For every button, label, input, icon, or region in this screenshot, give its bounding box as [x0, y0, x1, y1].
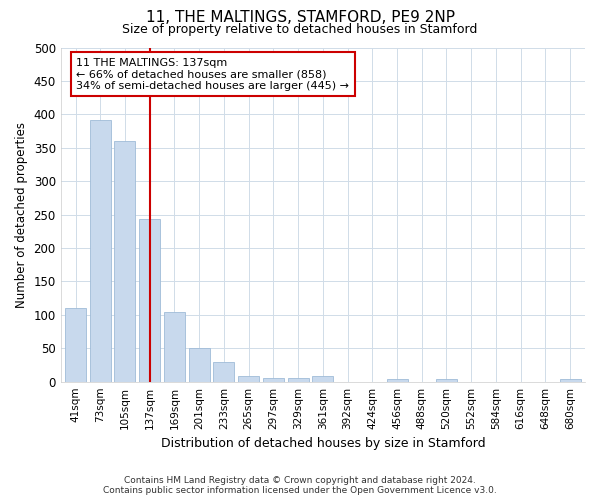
Bar	[65, 308, 86, 382]
Bar	[238, 376, 259, 382]
Bar	[115, 141, 136, 382]
Bar	[90, 120, 111, 382]
Bar	[164, 312, 185, 382]
Bar	[214, 362, 235, 382]
Y-axis label: Number of detached properties: Number of detached properties	[15, 122, 28, 308]
Bar	[263, 378, 284, 382]
Bar	[188, 348, 209, 382]
Bar	[560, 379, 581, 382]
Text: Contains HM Land Registry data © Crown copyright and database right 2024.
Contai: Contains HM Land Registry data © Crown c…	[103, 476, 497, 495]
Text: 11, THE MALTINGS, STAMFORD, PE9 2NP: 11, THE MALTINGS, STAMFORD, PE9 2NP	[146, 10, 455, 25]
Text: Size of property relative to detached houses in Stamford: Size of property relative to detached ho…	[122, 22, 478, 36]
Bar	[386, 379, 407, 382]
Bar	[436, 379, 457, 382]
Text: 11 THE MALTINGS: 137sqm
← 66% of detached houses are smaller (858)
34% of semi-d: 11 THE MALTINGS: 137sqm ← 66% of detache…	[76, 58, 349, 90]
Bar	[313, 376, 334, 382]
Bar	[139, 220, 160, 382]
X-axis label: Distribution of detached houses by size in Stamford: Distribution of detached houses by size …	[161, 437, 485, 450]
Bar	[287, 378, 308, 382]
